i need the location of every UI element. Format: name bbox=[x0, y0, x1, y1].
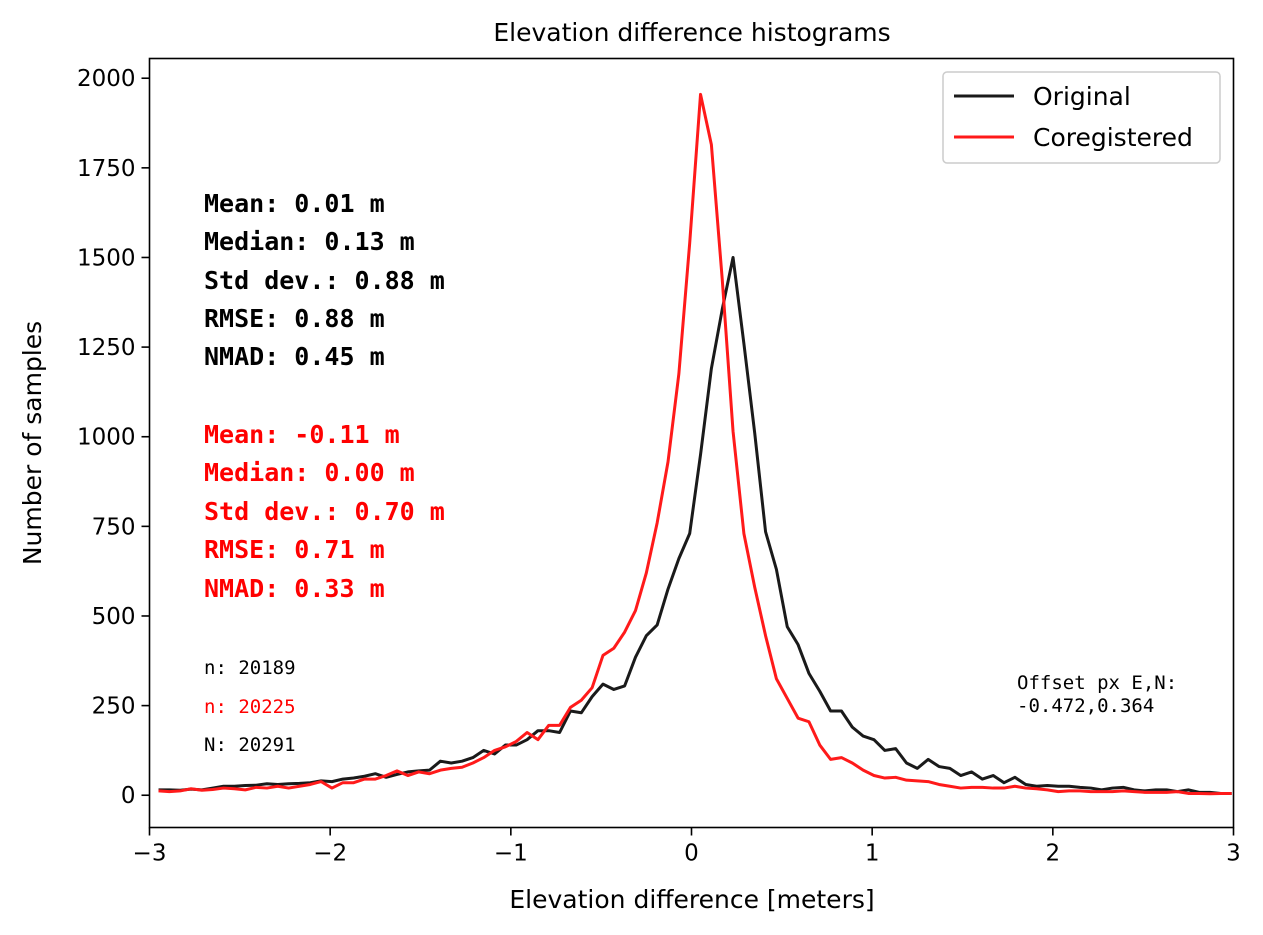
y-tick-label: 500 bbox=[92, 604, 136, 630]
y-tick-label: 1500 bbox=[77, 245, 136, 271]
stat-coregistered-rmse: RMSE: 0.71 m bbox=[204, 535, 385, 564]
x-axis: −3 −2 −1 0 1 2 3 bbox=[133, 827, 1241, 867]
y-tick-label: 750 bbox=[92, 514, 136, 540]
y-tick-label: 0 bbox=[121, 783, 136, 809]
x-tick-label: 1 bbox=[865, 841, 880, 867]
stat-coregistered-median: Median: 0.00 m bbox=[204, 458, 415, 487]
offset-label: Offset px E,N: bbox=[1017, 672, 1177, 694]
y-axis: 0 250 500 750 1000 1250 1500 1750 2000 bbox=[77, 66, 150, 809]
stat-original-rmse: RMSE: 0.88 m bbox=[204, 304, 385, 333]
y-tick-label: 1750 bbox=[77, 156, 136, 182]
x-tick-label: −2 bbox=[313, 841, 347, 867]
stat-coregistered-nmad: NMAD: 0.33 m bbox=[204, 574, 385, 603]
y-tick-label: 250 bbox=[92, 694, 136, 720]
stat-coregistered-mean: Mean: -0.11 m bbox=[204, 420, 400, 449]
count-total: N: 20291 bbox=[204, 734, 296, 756]
y-axis-label: Number of samples bbox=[18, 321, 47, 565]
y-tick-label: 1250 bbox=[77, 335, 136, 361]
sample-counts: n: 20189 n: 20225 N: 20291 bbox=[204, 657, 296, 756]
series-layer bbox=[158, 92, 1232, 796]
legend-label-original: Original bbox=[1033, 82, 1131, 111]
series-line-coregistered bbox=[158, 92, 1232, 796]
stat-original-mean: Mean: 0.01 m bbox=[204, 189, 385, 218]
legend: Original Coregistered bbox=[942, 71, 1221, 164]
count-original: n: 20189 bbox=[204, 657, 296, 679]
stat-original-nmad: NMAD: 0.45 m bbox=[204, 342, 385, 371]
stat-original-median: Median: 0.13 m bbox=[204, 227, 415, 256]
legend-label-coregistered: Coregistered bbox=[1033, 123, 1193, 152]
x-axis-label: Elevation difference [meters] bbox=[509, 885, 874, 914]
series-line-original bbox=[158, 255, 1232, 795]
x-tick-label: 2 bbox=[1046, 841, 1061, 867]
count-coregistered: n: 20225 bbox=[204, 696, 296, 718]
stat-original-stddev: Std dev.: 0.88 m bbox=[204, 266, 445, 295]
offset-value: -0.472,0.364 bbox=[1017, 695, 1154, 717]
x-tick-label: −3 bbox=[133, 841, 167, 867]
stat-coregistered-stddev: Std dev.: 0.70 m bbox=[204, 497, 445, 526]
stats-coregistered: Mean: -0.11 m Median: 0.00 m Std dev.: 0… bbox=[204, 420, 445, 603]
chart-title: Elevation difference histograms bbox=[493, 18, 890, 47]
x-tick-label: 3 bbox=[1226, 841, 1241, 867]
y-tick-label: 2000 bbox=[77, 66, 136, 92]
y-tick-label: 1000 bbox=[77, 425, 136, 451]
stats-original: Mean: 0.01 m Median: 0.13 m Std dev.: 0.… bbox=[204, 189, 445, 371]
x-tick-label: 0 bbox=[684, 841, 699, 867]
offset-annotation: Offset px E,N: -0.472,0.364 bbox=[1017, 672, 1177, 717]
x-tick-label: −1 bbox=[494, 841, 528, 867]
